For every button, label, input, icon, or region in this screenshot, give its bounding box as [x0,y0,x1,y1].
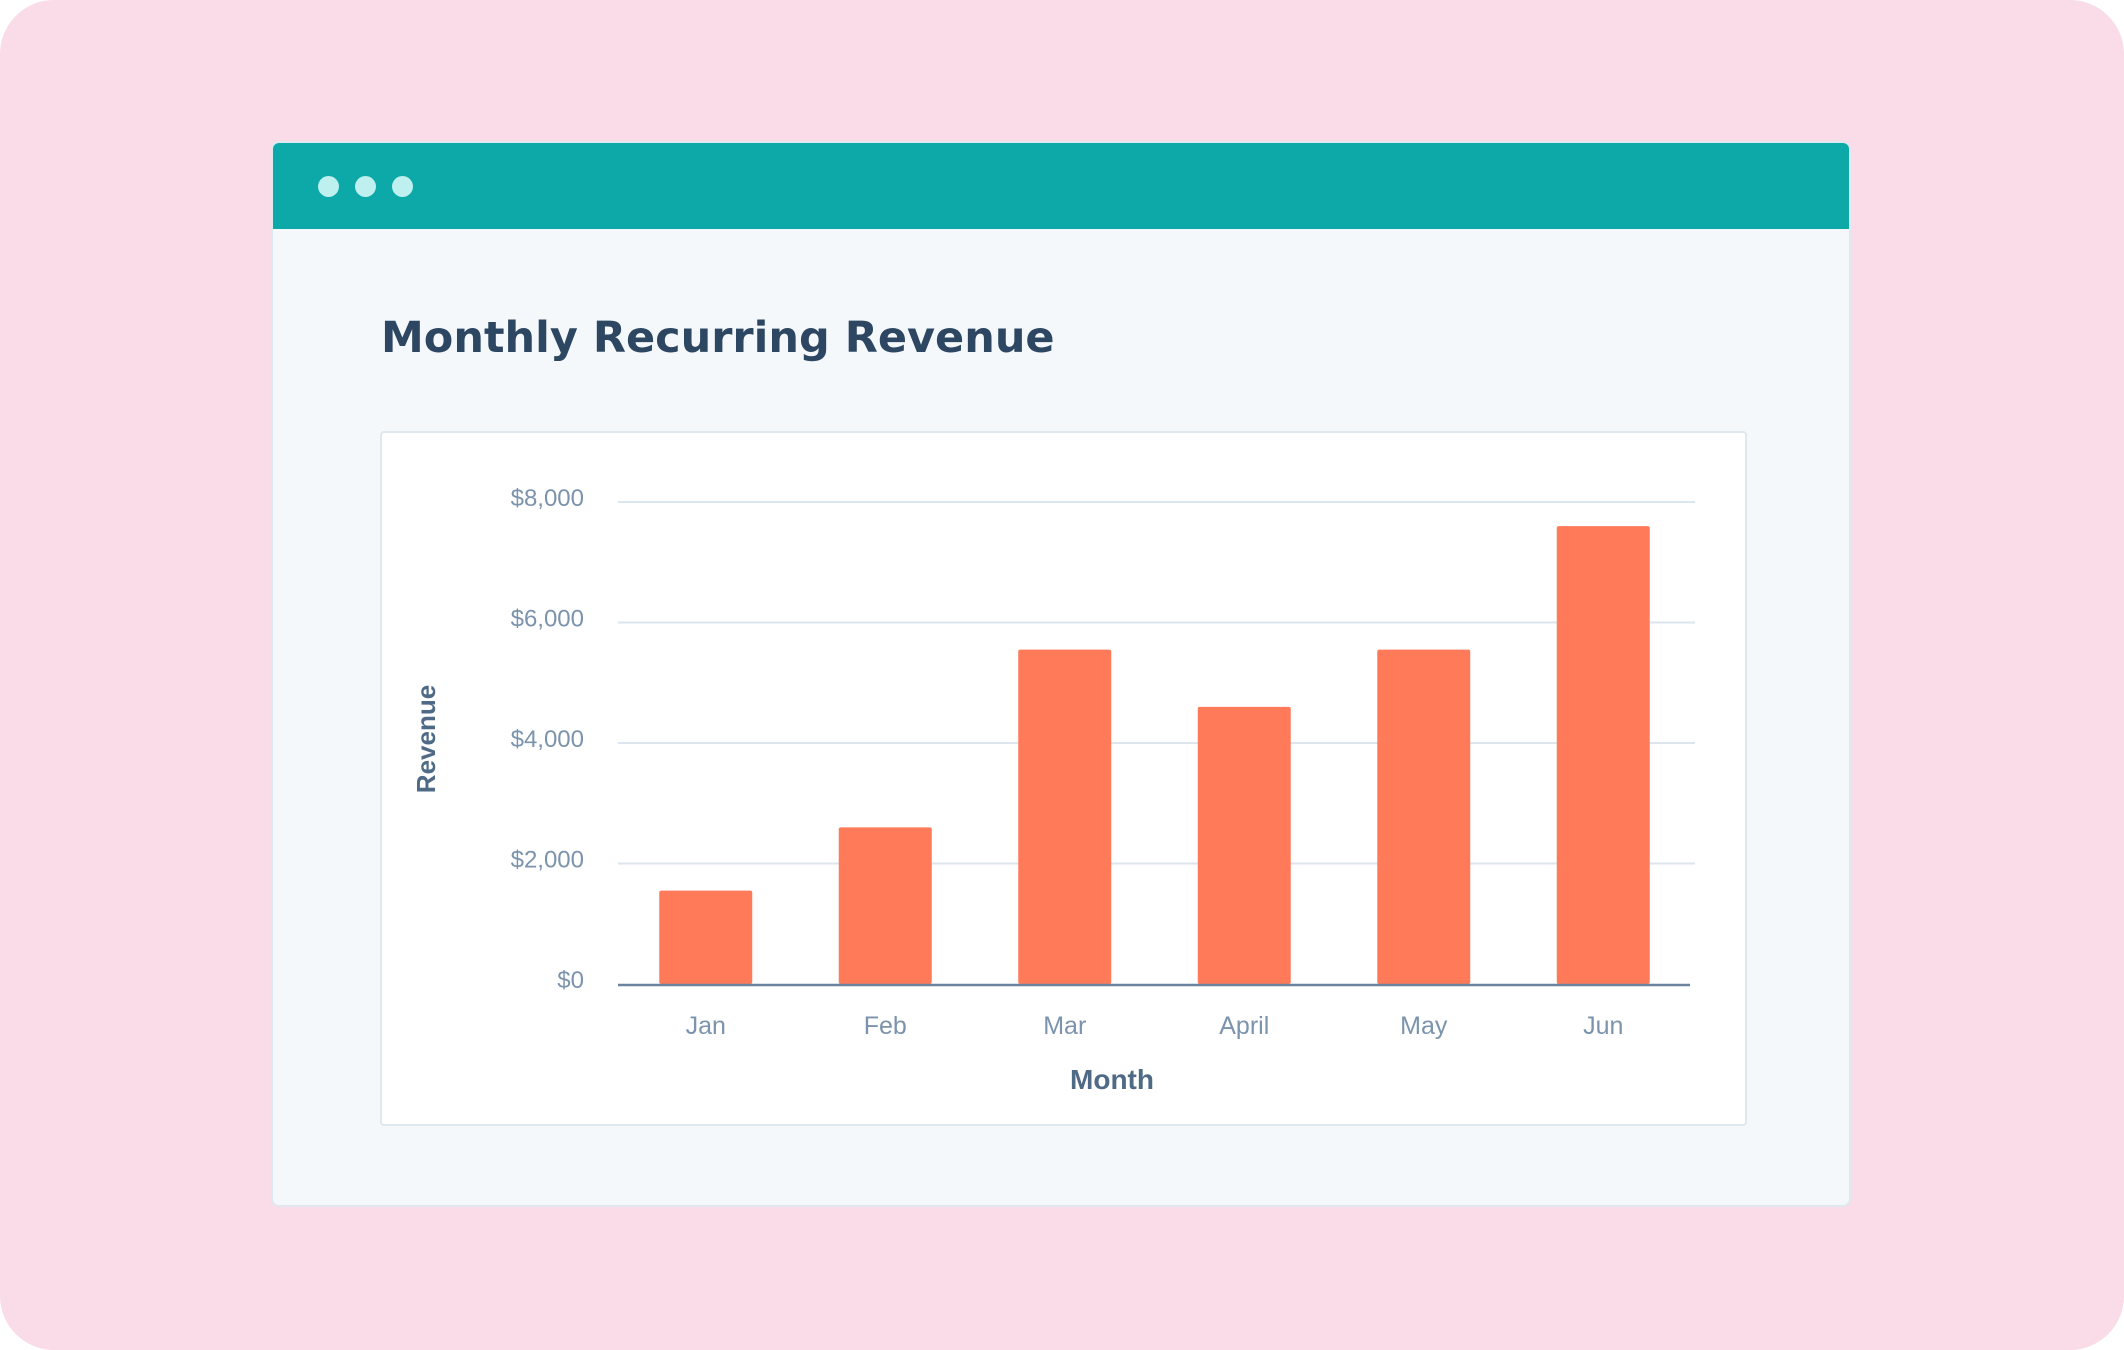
x-tick-label: April [1219,1012,1269,1040]
bar[interactable] [1197,706,1291,984]
x-axis-title: Month [1070,1064,1154,1095]
bar-chart: $0 $2,000 $4,000 $6,000 $8,000 Jan Feb Mar April… [411,485,1695,1095]
window-dot-icon[interactable] [318,176,339,197]
y-tick-label: $8,000 [511,485,584,512]
x-tick-label: Jun [1583,1012,1623,1040]
page-title: Monthly Recurring Revenue [381,313,1055,363]
y-tick-label: $4,000 [511,726,584,753]
window-titlebar [273,143,1849,229]
x-tick-label: Feb [864,1012,907,1040]
window-dot-icon[interactable] [355,176,376,197]
bar[interactable] [1377,649,1471,984]
bar[interactable] [838,827,932,984]
y-tick-label: $0 [557,967,584,994]
bar[interactable] [659,890,753,984]
bar[interactable] [1018,649,1112,984]
window-dot-icon[interactable] [392,176,413,197]
y-axis-title: Revenue [411,685,441,793]
browser-window: Monthly Recurring Revenue $0 $2,000 $4,000… [271,141,1851,1207]
bar[interactable] [1556,526,1650,984]
y-tick-label: $6,000 [511,606,584,633]
x-tick-label: Mar [1043,1012,1086,1040]
x-tick-label: May [1400,1012,1448,1040]
y-tick-label: $2,000 [511,847,584,874]
x-tick-label: Jan [686,1012,726,1040]
chart-card: $0 $2,000 $4,000 $6,000 $8,000 Jan Feb Mar April… [380,431,1747,1126]
